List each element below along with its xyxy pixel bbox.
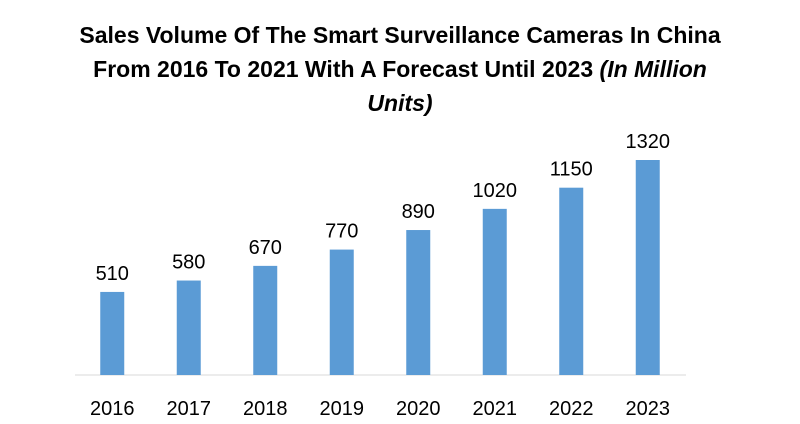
x-tick-label: 2019 [320, 398, 365, 420]
bar [176, 280, 201, 375]
bar [559, 187, 584, 375]
data-label: 510 [96, 263, 129, 285]
data-label: 670 [249, 237, 282, 259]
bar [406, 230, 431, 375]
data-label: 890 [402, 201, 435, 223]
x-tick-label: 2017 [167, 398, 212, 420]
x-tick-label: 2023 [626, 398, 671, 420]
x-tick-label: 2022 [549, 398, 594, 420]
x-tick-label: 2020 [396, 398, 441, 420]
x-tick-label: 2018 [243, 398, 288, 420]
bar [253, 265, 278, 375]
bar [635, 160, 660, 375]
data-label: 770 [325, 221, 358, 243]
chart-title: Sales Volume Of The Smart Surveillance C… [70, 18, 730, 120]
title-text: Sales Volume Of The Smart Surveillance C… [79, 22, 721, 82]
x-tick-label: 2021 [473, 398, 518, 420]
bar [100, 291, 125, 375]
unit-note: (In Million Units) [367, 56, 707, 116]
data-label: 1020 [473, 180, 518, 202]
x-tick-label: 2016 [90, 398, 135, 420]
data-label: 1320 [626, 131, 671, 153]
data-label: 580 [172, 252, 205, 274]
data-label: 1150 [550, 159, 593, 181]
bar [482, 208, 507, 375]
bar [329, 249, 354, 375]
